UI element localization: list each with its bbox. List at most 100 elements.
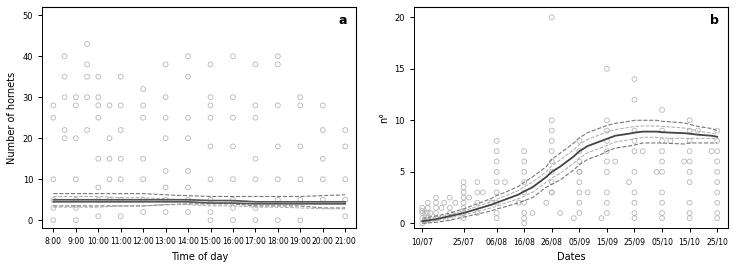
Point [711, 170, 723, 174]
Point [491, 159, 503, 164]
Point [629, 190, 640, 194]
Point [573, 170, 585, 174]
Point [425, 211, 436, 215]
Point [706, 149, 718, 153]
Point [104, 103, 116, 108]
Point [546, 128, 558, 133]
Point [692, 128, 704, 133]
Point [491, 190, 503, 194]
Point [47, 116, 59, 120]
Point [227, 177, 239, 181]
Point [92, 198, 104, 202]
Point [491, 216, 503, 220]
Point [472, 201, 483, 205]
Point [711, 211, 723, 215]
Point [458, 201, 469, 205]
Point [70, 198, 82, 202]
Point [419, 219, 431, 224]
Point [70, 218, 82, 222]
Point [568, 216, 580, 220]
Point [160, 62, 172, 66]
Point [656, 108, 668, 112]
Point [656, 190, 668, 194]
Point [317, 177, 329, 181]
Point [601, 159, 613, 164]
Point [294, 177, 306, 181]
Point [104, 157, 116, 161]
Point [684, 128, 696, 133]
Point [540, 201, 552, 205]
Point [416, 211, 428, 215]
Point [47, 198, 59, 202]
Point [573, 211, 585, 215]
Point [656, 211, 668, 215]
Point [491, 211, 503, 215]
Point [416, 221, 428, 225]
Point [711, 139, 723, 143]
Point [629, 216, 640, 220]
Point [472, 211, 483, 215]
Point [629, 77, 640, 81]
X-axis label: Dates: Dates [556, 252, 585, 262]
Point [623, 180, 635, 184]
Point [546, 149, 558, 153]
Point [422, 206, 433, 210]
Y-axis label: Number of hornets: Number of hornets [7, 72, 17, 164]
Point [294, 95, 306, 99]
Point [59, 136, 71, 140]
Point [137, 103, 149, 108]
Point [458, 211, 469, 215]
Point [294, 144, 306, 148]
Point [491, 201, 503, 205]
Point [601, 190, 613, 194]
Point [70, 136, 82, 140]
Point [205, 144, 217, 148]
Point [458, 216, 469, 220]
Point [92, 95, 104, 99]
Point [491, 170, 503, 174]
Point [81, 75, 93, 79]
Point [609, 159, 621, 164]
Point [436, 206, 447, 210]
Point [272, 218, 284, 222]
Point [250, 103, 262, 108]
Point [182, 136, 194, 140]
Point [137, 157, 149, 161]
Point [422, 201, 433, 205]
Point [205, 218, 217, 222]
Point [629, 149, 640, 153]
Point [272, 198, 284, 202]
Point [115, 128, 127, 132]
Point [573, 201, 585, 205]
Point [47, 103, 59, 108]
Point [491, 139, 503, 143]
Point [629, 128, 640, 133]
Point [458, 190, 469, 194]
Point [416, 206, 428, 210]
Point [339, 144, 351, 148]
Point [656, 201, 668, 205]
Point [430, 201, 442, 205]
Point [115, 177, 127, 181]
Point [601, 139, 613, 143]
Point [629, 201, 640, 205]
Point [205, 177, 217, 181]
Point [294, 218, 306, 222]
Point [422, 211, 433, 215]
Point [92, 185, 104, 190]
Point [70, 206, 82, 210]
Point [137, 210, 149, 214]
Point [137, 87, 149, 91]
Point [227, 206, 239, 210]
Point [272, 62, 284, 66]
Point [444, 195, 455, 200]
Point [601, 67, 613, 71]
Point [227, 95, 239, 99]
Point [294, 198, 306, 202]
Point [711, 159, 723, 164]
Point [711, 149, 723, 153]
Point [272, 103, 284, 108]
Point [656, 159, 668, 164]
Point [419, 211, 431, 215]
Point [595, 216, 607, 220]
